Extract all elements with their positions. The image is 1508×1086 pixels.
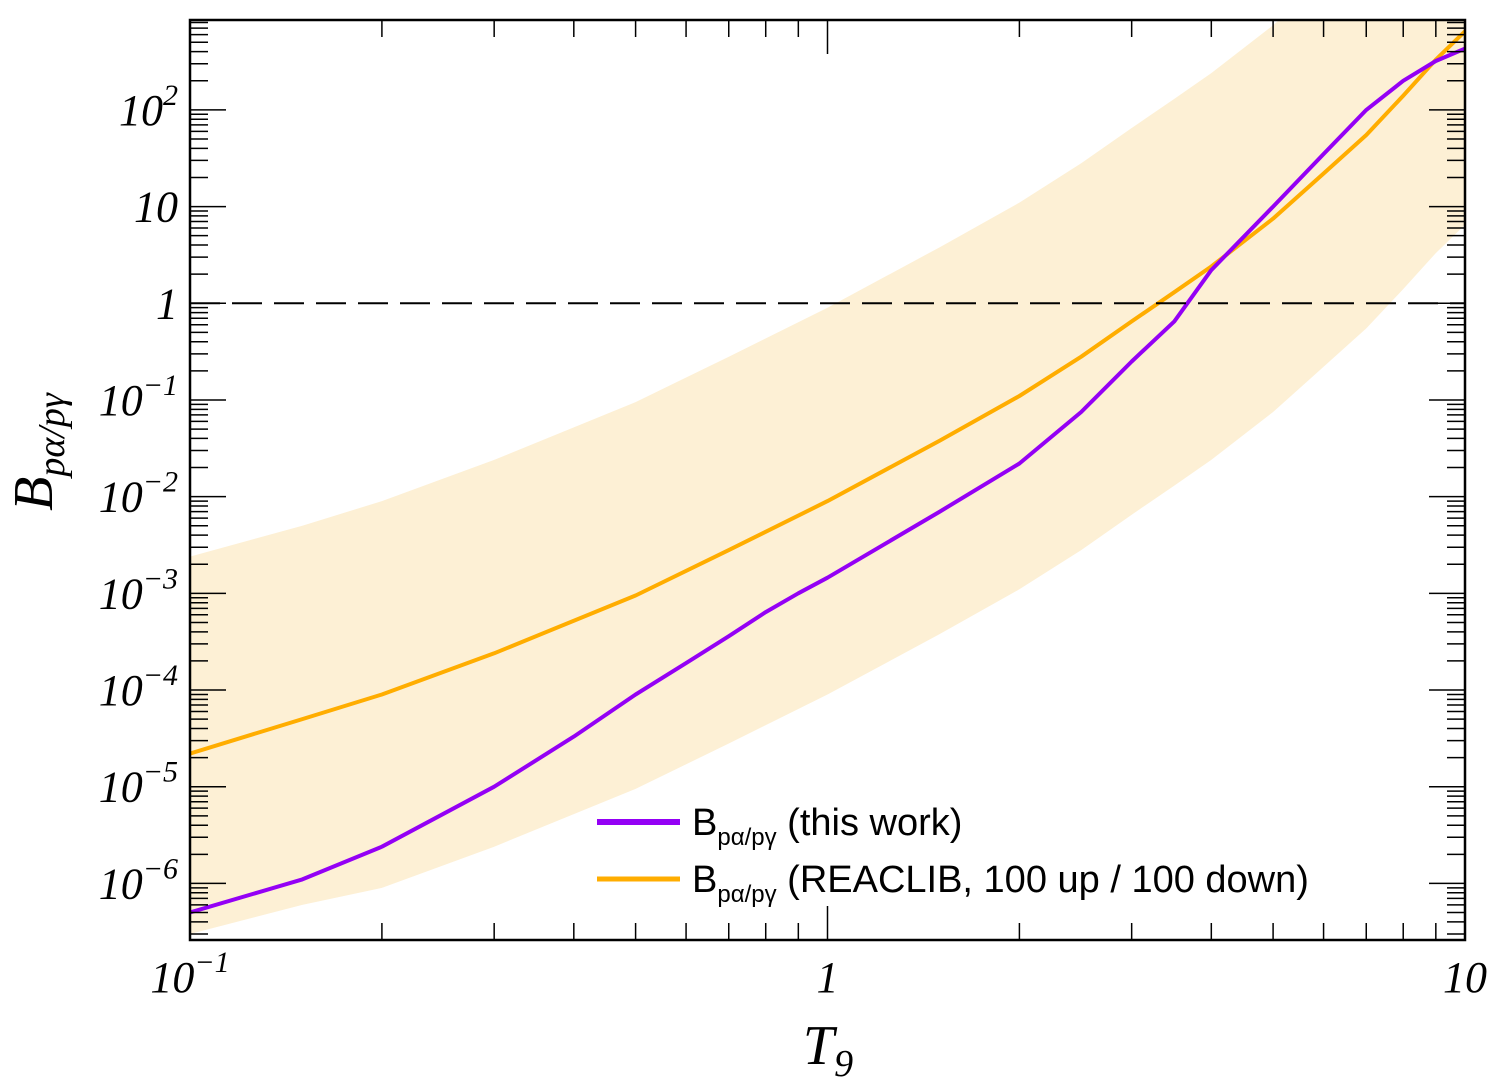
- y-tick-labels: 10−6 10−5 10−4 10−3 10−2 10−1 1 10 102: [99, 79, 178, 909]
- x-tick-labels: 10−1 1 10: [150, 946, 1487, 1002]
- line-series-1: [190, 46, 1465, 915]
- y-axis-title: Bpα/pγ: [3, 392, 73, 511]
- y-tick-label: 1: [156, 279, 178, 328]
- legend: Bpα/pγ (this work) Bpα/pγ (REACLIB, 100 u…: [597, 802, 1309, 908]
- x-tick-label: 1: [817, 953, 839, 1002]
- axis-ticks: [189, 20, 1466, 940]
- line-series-2: [190, 29, 1465, 756]
- x-tick-label: 10: [1443, 953, 1487, 1002]
- uncertainty-bands: [190, 20, 1465, 935]
- y-tick-label: 10−4: [99, 659, 178, 715]
- y-tick-label: 10−1: [99, 369, 178, 425]
- x-tick-label: 10−1: [150, 946, 229, 1002]
- y-tick-label: 10−5: [99, 756, 178, 812]
- axis-titles: T9 Bpα/pγ: [3, 392, 853, 1085]
- y-tick-label: 10−6: [99, 852, 178, 908]
- x-axis-title: T9: [803, 1015, 853, 1085]
- y-tick-label: 10−2: [99, 466, 178, 522]
- band-series-2: [190, 20, 1465, 934]
- legend-label-1: Bpα/pγ (this work): [692, 802, 962, 851]
- legend-label-2: Bpα/pγ (REACLIB, 100 up / 100 down): [692, 859, 1309, 908]
- y-tick-label: 10−3: [99, 562, 178, 618]
- y-tick-label: 10: [134, 183, 178, 232]
- series-lines: [190, 29, 1465, 915]
- y-tick-label: 102: [119, 79, 178, 135]
- plot-frame: [188, 18, 1467, 942]
